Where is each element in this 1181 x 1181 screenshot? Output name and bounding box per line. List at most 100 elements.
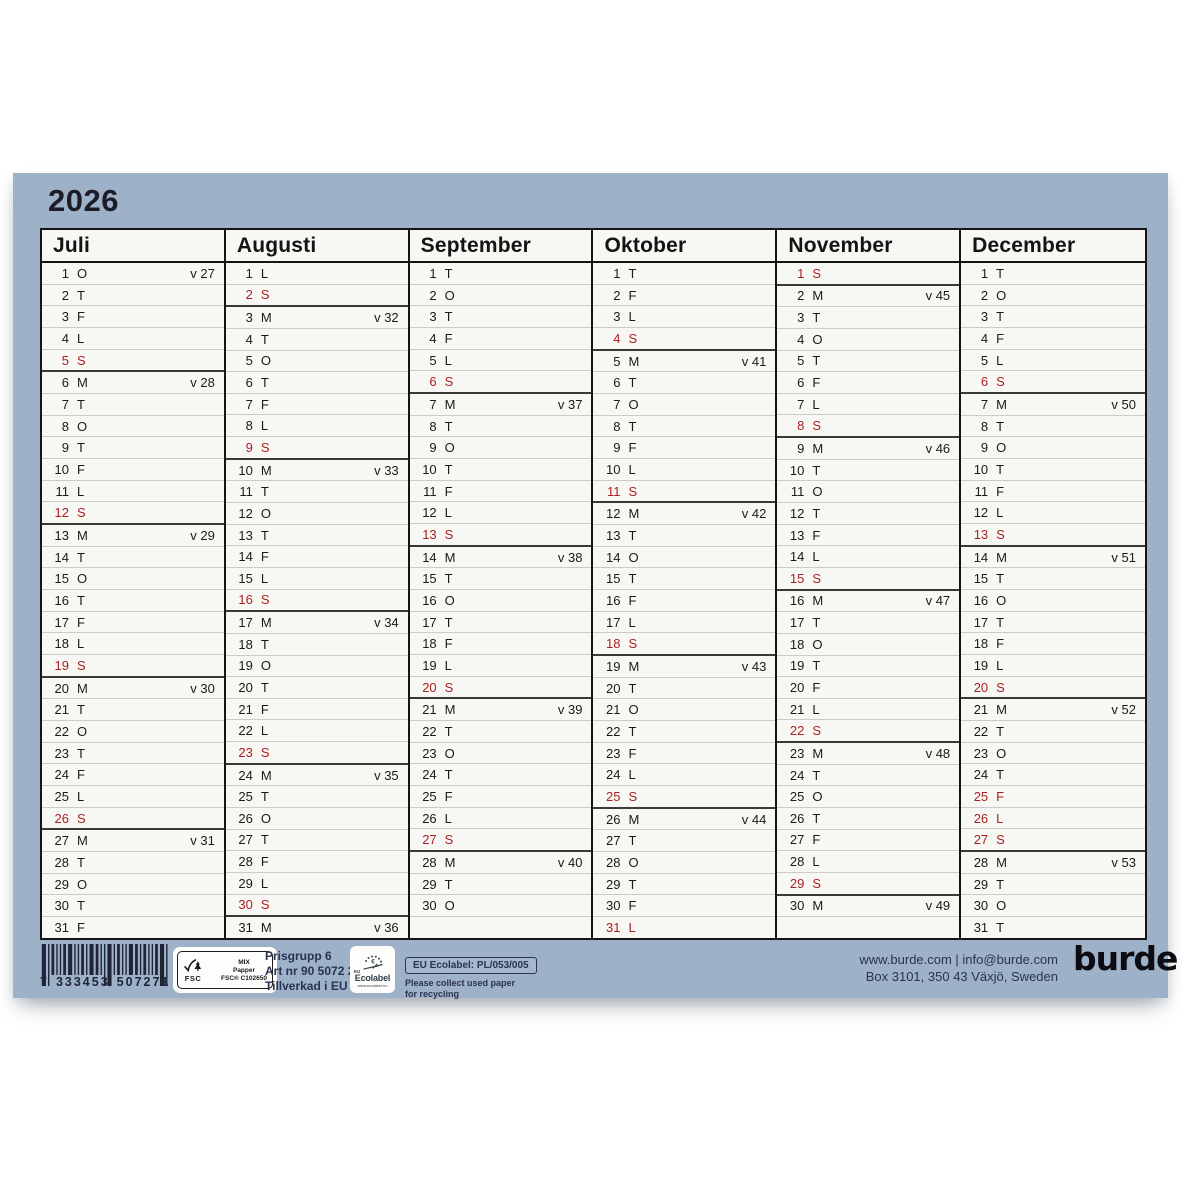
- day-letter: T: [996, 461, 1005, 477]
- week-number: v 51: [1111, 549, 1136, 565]
- day-letter: T: [812, 767, 821, 783]
- day-row-juli-19: 19 S: [42, 654, 224, 676]
- day-letter: O: [77, 265, 88, 281]
- day-row-september-19: 19 L: [409, 654, 592, 676]
- day-number: 14: [973, 549, 989, 565]
- day-row-augusti-22: 22 L: [225, 719, 408, 741]
- day-number: 15: [422, 571, 437, 587]
- day-letter: S: [628, 330, 638, 346]
- day-letter: F: [444, 330, 453, 346]
- day-letter: M: [260, 920, 272, 936]
- day-number: 3: [797, 310, 805, 326]
- day-letter: L: [260, 570, 269, 586]
- day-letter: O: [812, 331, 823, 347]
- day-number: 11: [974, 483, 989, 499]
- day-number: 14: [422, 549, 437, 565]
- day-number: 24: [422, 767, 437, 783]
- day-number: 18: [422, 636, 437, 652]
- day-row-december-24: 24 T: [961, 763, 1145, 785]
- day-letter: O: [260, 658, 271, 674]
- day-number: 17: [422, 614, 437, 630]
- day-number: 4: [797, 331, 805, 347]
- day-number: 5: [980, 352, 989, 368]
- day-row-september-24: 24 T: [409, 763, 592, 785]
- day-number: 23: [789, 745, 805, 761]
- day-letter: T: [996, 767, 1005, 783]
- day-row-november-26: 26 T: [777, 807, 960, 829]
- day-row-november-22: 22 S: [777, 719, 960, 741]
- day-number: 27: [973, 832, 989, 848]
- day-letter: T: [628, 571, 637, 587]
- day-letter: F: [812, 679, 821, 695]
- day-letter: T: [77, 702, 85, 718]
- week-number: v 42: [741, 506, 767, 522]
- day-row-empty: [777, 916, 960, 938]
- day-row-december-23: 23 O: [961, 741, 1145, 764]
- day-number: 28: [422, 854, 437, 870]
- day-number: 22: [54, 723, 69, 739]
- day-row-oktober-23: 23 F: [593, 741, 776, 764]
- day-letter: M: [628, 658, 640, 674]
- day-row-augusti-29: 29 L: [225, 871, 408, 894]
- day-row-juli-22: 22 O: [42, 720, 224, 742]
- day-number: 18: [973, 636, 989, 652]
- day-number: 4: [980, 330, 989, 346]
- day-number: 7: [980, 396, 989, 412]
- day-letter: L: [628, 614, 636, 630]
- day-number: 29: [422, 876, 437, 892]
- day-number: 7: [613, 396, 621, 412]
- day-row-juli-25: 25 L: [42, 785, 224, 807]
- day-letter: T: [628, 723, 637, 739]
- day-letter: T: [996, 876, 1005, 892]
- day-letter: F: [444, 483, 453, 499]
- day-row-augusti-15: 15 L: [225, 566, 408, 589]
- day-letter: O: [444, 745, 455, 761]
- day-letter: T: [812, 615, 821, 631]
- day-number: 25: [54, 788, 69, 804]
- day-letter: T: [260, 484, 269, 500]
- day-letter: F: [77, 919, 85, 935]
- day-number: 4: [613, 330, 621, 346]
- day-number: 31: [973, 919, 989, 935]
- day-number: 30: [789, 898, 805, 914]
- day-letter: T: [812, 353, 821, 369]
- day-number: 8: [61, 418, 69, 434]
- day-letter: T: [260, 527, 269, 543]
- day-number: 2: [61, 287, 69, 303]
- day-row-oktober-14: 14 O: [593, 545, 776, 568]
- year-title: 2026: [48, 183, 119, 218]
- day-letter: F: [260, 701, 269, 717]
- day-number: 13: [54, 527, 69, 543]
- day-letter: F: [628, 287, 637, 303]
- day-number: 29: [789, 875, 805, 891]
- day-letter: O: [77, 418, 88, 434]
- day-letter: T: [260, 789, 269, 805]
- day-number: 9: [429, 440, 437, 456]
- day-number: 18: [54, 636, 69, 652]
- day-letter: M: [444, 702, 456, 718]
- recycling-note-line: Please collect used paper: [405, 978, 516, 988]
- day-number: 27: [54, 833, 69, 849]
- day-number: 21: [606, 702, 621, 718]
- day-row-december-20: 20 S: [961, 675, 1145, 698]
- day-row-empty: [409, 916, 592, 938]
- day-number: 24: [238, 767, 253, 783]
- day-number: 10: [606, 461, 621, 477]
- day-row-augusti-16: 16 S: [225, 588, 408, 611]
- day-number: 3: [980, 309, 989, 325]
